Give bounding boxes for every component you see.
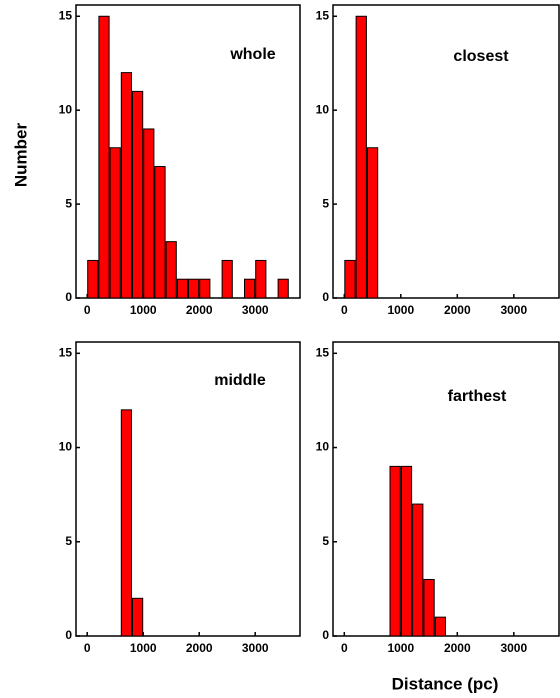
x-tick-label: 1000	[130, 641, 157, 655]
bar	[154, 166, 166, 299]
x-tick-label: 2000	[186, 641, 213, 655]
bar	[87, 259, 99, 299]
y-tick-label: 10	[59, 440, 73, 454]
panel-title: closest	[453, 48, 509, 65]
bar	[344, 259, 356, 299]
y-tick-label: 0	[322, 290, 329, 304]
bar	[120, 72, 133, 299]
x-tick-label: 3000	[500, 641, 527, 655]
x-tick-label: 1000	[130, 303, 157, 317]
bar	[389, 465, 401, 637]
x-tick-label: 0	[341, 641, 348, 655]
bar	[132, 597, 144, 637]
bar	[143, 128, 155, 299]
y-tick-label: 0	[65, 628, 72, 642]
y-tick-label: 15	[316, 8, 330, 22]
panel-title: whole	[229, 46, 275, 63]
x-tick-label: 3000	[500, 303, 527, 317]
plot-frame	[75, 341, 301, 637]
y-tick-label: 5	[65, 534, 72, 548]
bar	[176, 278, 189, 299]
x-tick-label: 2000	[444, 641, 471, 655]
bar	[120, 409, 133, 637]
bar	[188, 278, 200, 299]
y-tick-label: 5	[322, 196, 329, 210]
bar	[400, 465, 413, 637]
plot-frame	[332, 4, 560, 299]
x-tick-label: 1000	[387, 641, 414, 655]
y-tick-label: 15	[59, 345, 73, 359]
bar	[221, 259, 233, 299]
bar	[109, 147, 121, 299]
y-tick-label: 10	[316, 102, 330, 116]
bar	[255, 259, 267, 299]
x-tick-label: 0	[84, 303, 91, 317]
x-tick-label: 0	[341, 303, 348, 317]
bar	[412, 503, 424, 637]
y-tick-label: 5	[322, 534, 329, 548]
bar	[366, 147, 379, 299]
x-tick-label: 3000	[242, 641, 269, 655]
bar	[423, 578, 435, 637]
bar	[277, 278, 289, 299]
bar	[199, 278, 211, 299]
x-tick-label: 1000	[387, 303, 414, 317]
bar	[132, 90, 144, 299]
y-tick-label: 15	[316, 345, 330, 359]
bar	[244, 278, 256, 299]
x-tick-label: 2000	[444, 303, 471, 317]
y-tick-label: 5	[65, 196, 72, 210]
bar	[434, 616, 447, 637]
x-tick-label: 2000	[186, 303, 213, 317]
plot-frame	[332, 341, 560, 637]
y-tick-label: 0	[65, 290, 72, 304]
bar	[355, 15, 367, 299]
x-tick-label: 0	[84, 641, 91, 655]
y-axis-label: Number	[11, 123, 30, 188]
y-tick-label: 10	[316, 440, 330, 454]
x-axis-label: Distance (pc)	[392, 674, 499, 693]
y-tick-label: 15	[59, 8, 73, 22]
panel-title: farthest	[448, 388, 507, 405]
y-tick-label: 0	[322, 628, 329, 642]
bar	[98, 15, 110, 299]
x-tick-label: 3000	[242, 303, 269, 317]
bar	[165, 241, 177, 299]
y-tick-label: 10	[59, 102, 73, 116]
panel-title: middle	[214, 372, 266, 389]
